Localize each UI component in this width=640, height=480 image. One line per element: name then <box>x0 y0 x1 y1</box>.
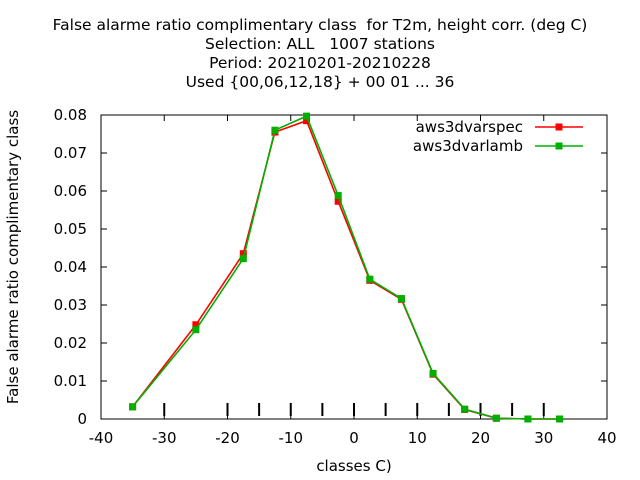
data-point <box>334 197 342 205</box>
y-tick-label: 0.02 <box>54 334 87 352</box>
y-tick-label: 0.03 <box>54 296 87 314</box>
y-tick-label: 0.07 <box>54 144 87 162</box>
x-axis-label: classes C) <box>316 457 391 475</box>
data-point <box>271 126 279 134</box>
x-tick-label: -30 <box>152 429 177 447</box>
y-axis-label: False alarme ratio complimentary class <box>4 110 22 404</box>
data-point <box>303 117 311 125</box>
data-point <box>366 275 374 283</box>
title-line-3: Period: 20210201-20210228 <box>209 54 431 72</box>
data-point <box>129 403 137 411</box>
x-tick-label: 40 <box>597 429 616 447</box>
data-point <box>334 192 342 200</box>
title-line-4: Used {00,06,12,18} + 00 01 ... 36 <box>185 73 455 91</box>
y-tick-label: 0.05 <box>54 220 87 238</box>
title-line-1: False alarme ratio complimentary class f… <box>52 16 588 34</box>
x-tick-label: -10 <box>279 429 304 447</box>
series-aws3dvarlamb <box>129 112 564 423</box>
x-tick-label: 30 <box>534 429 553 447</box>
legend-label: aws3dvarlamb <box>413 137 523 155</box>
axes: -40 -30 -20 -10 0 10 20 30 40 0 0.01 0.02 0.03 0.04 0.… <box>54 106 617 447</box>
series-line <box>131 119 560 420</box>
legend-label: aws3dvarspec <box>416 118 523 136</box>
title-line-2: Selection: ALL 1007 stations <box>204 35 436 53</box>
data-point <box>556 415 564 423</box>
data-point <box>461 405 469 413</box>
class-marks <box>163 403 545 416</box>
x-tick-label: -40 <box>89 429 114 447</box>
x-tick-label: -20 <box>215 429 240 447</box>
series-line <box>131 115 560 420</box>
legend-swatch-point <box>555 142 563 150</box>
x-tick-label: 0 <box>349 429 359 447</box>
series-group <box>129 112 564 423</box>
data-point <box>524 415 532 423</box>
y-tick-label: 0 <box>77 410 87 428</box>
legend-swatch-point <box>555 123 563 131</box>
plot-frame <box>100 114 608 420</box>
x-tick-label: 10 <box>408 429 427 447</box>
y-tick-label: 0.06 <box>54 182 87 200</box>
data-point <box>492 414 500 422</box>
data-point <box>397 295 405 303</box>
data-point <box>239 255 247 263</box>
series-aws3dvarspec <box>129 117 564 423</box>
data-point <box>192 326 200 334</box>
data-point <box>303 112 311 120</box>
data-point <box>192 321 200 329</box>
y-tick-label: 0.08 <box>54 106 87 124</box>
y-tick-label: 0.04 <box>54 258 87 276</box>
data-point <box>239 250 247 258</box>
y-tick-label: 0.01 <box>54 372 87 390</box>
data-point <box>429 369 437 377</box>
x-tick-label: 20 <box>471 429 490 447</box>
